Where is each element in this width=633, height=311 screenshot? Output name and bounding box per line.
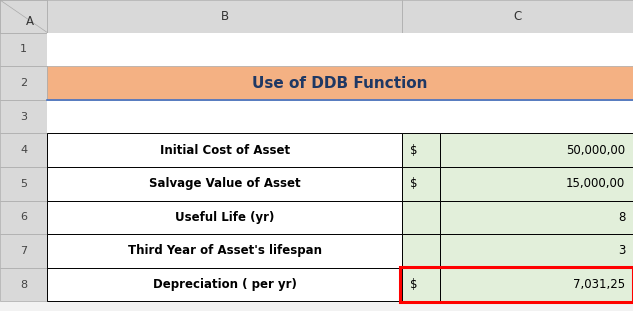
Text: 4: 4 [20, 145, 27, 155]
Bar [0, 0, 47, 33]
Bar [440, 133, 633, 167]
Bar [0, 66, 47, 100]
Bar [440, 201, 633, 234]
Bar [0, 201, 47, 234]
Bar [0, 0, 47, 33]
Bar [402, 234, 440, 268]
Bar [402, 167, 440, 201]
Text: $: $ [410, 278, 417, 291]
Bar [402, 268, 440, 301]
Bar [47, 268, 402, 301]
Text: Initial Cost of Asset: Initial Cost of Asset [160, 144, 290, 157]
Text: 8: 8 [618, 211, 625, 224]
Text: Use of DDB Function: Use of DDB Function [253, 76, 428, 91]
Bar [47, 167, 402, 201]
Text: 3: 3 [618, 244, 625, 258]
Bar [47, 201, 402, 234]
Bar [400, 267, 633, 302]
Text: Salvage Value of Asset: Salvage Value of Asset [149, 177, 301, 190]
Text: $: $ [410, 177, 417, 190]
Text: 7: 7 [20, 246, 27, 256]
Bar [0, 33, 47, 66]
Bar [440, 268, 633, 301]
Bar [0, 268, 47, 301]
Text: 50,000,00: 50,000,00 [567, 144, 625, 157]
Text: 3: 3 [20, 112, 27, 122]
Bar [402, 33, 633, 66]
Text: Useful Life (yr): Useful Life (yr) [175, 211, 274, 224]
Text: 6: 6 [20, 212, 27, 222]
Text: $: $ [410, 144, 417, 157]
Text: 8: 8 [20, 280, 27, 290]
Bar [402, 201, 440, 234]
Bar [0, 234, 47, 268]
Text: 1: 1 [20, 44, 27, 54]
Text: 15,000,00: 15,000,00 [566, 177, 625, 190]
Bar [47, 100, 402, 133]
Bar [47, 133, 402, 167]
Text: Third Year of Asset's lifespan: Third Year of Asset's lifespan [128, 244, 322, 258]
Text: B: B [221, 10, 229, 23]
Text: 5: 5 [20, 179, 27, 189]
Text: C: C [513, 10, 522, 23]
Text: A: A [26, 15, 34, 28]
Bar [47, 33, 402, 66]
Bar [47, 66, 633, 100]
Bar [402, 133, 440, 167]
Bar [402, 0, 633, 33]
Bar [47, 0, 402, 33]
Text: Depreciation ( per yr): Depreciation ( per yr) [153, 278, 297, 291]
Bar [0, 167, 47, 201]
Text: 7,031,25: 7,031,25 [573, 278, 625, 291]
Bar [0, 100, 47, 133]
Bar [440, 234, 633, 268]
Bar [0, 133, 47, 167]
Bar [47, 234, 402, 268]
Text: 2: 2 [20, 78, 27, 88]
Bar [440, 167, 633, 201]
Bar [402, 100, 633, 133]
